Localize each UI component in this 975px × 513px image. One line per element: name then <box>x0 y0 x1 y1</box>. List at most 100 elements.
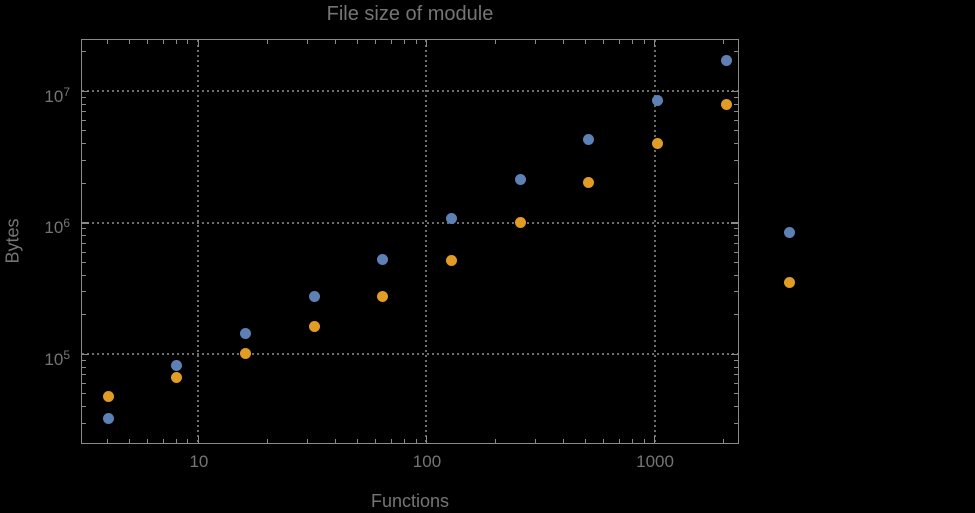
x-tick-label: 10 <box>189 452 209 471</box>
data-point-series-2-orange <box>583 177 595 189</box>
data-point-series-1-blue <box>308 290 320 302</box>
y-minor-tick <box>82 393 86 395</box>
y-minor-tick <box>82 406 86 408</box>
x-minor-tick <box>175 40 177 44</box>
x-minor-tick <box>107 40 109 44</box>
x-major-tick <box>653 436 656 443</box>
grid-line-x-1000 <box>653 40 656 443</box>
y-minor-tick <box>82 291 86 293</box>
y-minor-tick <box>82 130 86 132</box>
data-point-series-2-orange <box>784 276 796 288</box>
y-tick-label: 106 <box>44 216 70 238</box>
y-minor-tick <box>734 422 738 424</box>
y-minor-tick <box>82 159 86 161</box>
y-minor-tick <box>82 314 86 316</box>
x-minor-tick <box>335 439 337 443</box>
grid-line-x-10 <box>197 40 200 443</box>
data-point-series-1-blue <box>720 54 732 66</box>
x-minor-tick <box>563 439 565 443</box>
y-major-tick <box>731 222 738 224</box>
x-minor-tick <box>403 439 405 443</box>
y-minor-tick <box>82 228 86 230</box>
y-minor-tick <box>734 228 738 230</box>
x-minor-tick <box>266 40 268 44</box>
x-minor-tick <box>618 439 620 443</box>
x-tick-label: 1000 <box>636 452 674 471</box>
y-minor-tick <box>82 261 86 263</box>
x-minor-tick <box>618 40 620 44</box>
x-minor-tick <box>585 40 587 44</box>
x-minor-tick <box>722 40 724 44</box>
y-major-tick <box>731 90 738 93</box>
y-minor-tick <box>734 51 738 53</box>
x-major-tick <box>197 436 200 443</box>
data-point-series-2-orange <box>377 291 389 303</box>
y-minor-tick <box>734 103 738 105</box>
x-minor-tick <box>403 40 405 44</box>
x-minor-tick <box>187 40 189 44</box>
x-minor-tick <box>585 439 587 443</box>
x-minor-tick <box>162 439 164 443</box>
x-minor-tick <box>107 439 109 443</box>
x-minor-tick <box>175 439 177 443</box>
x-minor-tick <box>375 40 377 44</box>
y-minor-tick <box>734 182 738 184</box>
x-minor-tick <box>631 40 633 44</box>
grid-line-x-100 <box>425 40 428 443</box>
x-minor-tick <box>390 439 392 443</box>
x-axis-label: Functions <box>370 491 450 511</box>
y-minor-tick <box>82 422 86 424</box>
data-point-series-1-blue <box>102 412 114 424</box>
x-minor-tick <box>306 40 308 44</box>
data-point-series-2-orange <box>102 391 114 403</box>
data-point-series-1-blue <box>239 327 251 339</box>
y-minor-tick <box>734 251 738 253</box>
y-minor-tick <box>82 96 86 98</box>
x-tick-label: 100 <box>412 452 442 471</box>
chart-title: File size of module <box>326 3 494 25</box>
y-minor-tick <box>734 366 738 368</box>
y-minor-tick <box>734 314 738 316</box>
x-minor-tick <box>534 40 536 44</box>
data-point-series-2-orange <box>720 99 732 111</box>
x-minor-tick <box>266 439 268 443</box>
y-minor-tick <box>734 96 738 98</box>
x-minor-tick <box>643 439 645 443</box>
y-minor-tick <box>82 103 86 105</box>
x-minor-tick <box>390 40 392 44</box>
y-minor-tick <box>734 261 738 263</box>
data-point-series-2-orange <box>308 321 320 333</box>
x-minor-tick <box>129 40 131 44</box>
data-point-series-2-orange <box>514 217 526 229</box>
y-minor-tick <box>734 374 738 376</box>
data-point-series-2-orange <box>445 254 457 266</box>
x-minor-tick <box>603 40 605 44</box>
x-minor-tick <box>643 40 645 44</box>
y-minor-tick <box>82 359 86 361</box>
data-point-series-1-blue <box>377 253 389 265</box>
data-point-series-2-orange <box>651 137 663 149</box>
y-minor-tick <box>82 374 86 376</box>
x-minor-tick <box>306 439 308 443</box>
x-major-tick <box>197 40 200 47</box>
y-minor-tick <box>82 251 86 253</box>
y-major-tick <box>82 90 89 93</box>
y-minor-tick <box>82 51 86 53</box>
x-minor-tick <box>494 40 496 44</box>
y-tick-label: 107 <box>44 84 70 106</box>
y-minor-tick <box>734 383 738 385</box>
data-point-series-1-blue <box>651 94 663 106</box>
y-minor-tick <box>734 119 738 121</box>
x-minor-tick <box>563 40 565 44</box>
x-minor-tick <box>415 40 417 44</box>
x-minor-tick <box>722 439 724 443</box>
y-minor-tick <box>734 130 738 132</box>
data-point-series-1-blue <box>583 133 595 145</box>
y-minor-tick <box>82 274 86 276</box>
x-minor-tick <box>631 439 633 443</box>
y-minor-tick <box>82 143 86 145</box>
data-point-series-2-orange <box>239 348 251 360</box>
y-major-tick <box>82 353 89 356</box>
y-minor-tick <box>734 406 738 408</box>
